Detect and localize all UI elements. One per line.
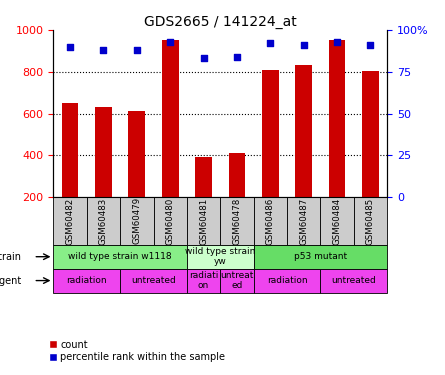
Point (134, 47, 141, 53)
Text: GSM60483: GSM60483 (99, 197, 108, 244)
Point (167, 39, 174, 45)
Text: wild type strain
yw: wild type strain yw (185, 247, 255, 266)
Bar (287, 197, 320, 245)
Text: GSM60487: GSM60487 (299, 197, 308, 244)
Bar (229, 153, 245, 197)
Bar (220, 268, 254, 292)
Bar (120, 268, 187, 292)
Bar (362, 71, 379, 197)
Bar (53, 245, 187, 268)
Point (367, 42, 374, 48)
Bar (295, 66, 312, 197)
Bar (53, 268, 120, 292)
Bar (320, 268, 387, 292)
Text: GSM60479: GSM60479 (132, 197, 142, 244)
Point (234, 54, 241, 60)
Text: GSM60478: GSM60478 (232, 197, 242, 244)
Point (267, 40, 274, 46)
Text: agent: agent (0, 276, 21, 286)
Bar (320, 197, 354, 245)
Bar (187, 197, 220, 245)
Bar (53, 197, 87, 245)
Point (67, 44, 74, 50)
Bar (354, 197, 387, 245)
Text: GSM60481: GSM60481 (199, 197, 208, 244)
Bar (87, 197, 120, 245)
Text: wild type strain w1118: wild type strain w1118 (69, 252, 172, 261)
Text: GSM60486: GSM60486 (266, 197, 275, 244)
Point (100, 47, 107, 53)
Point (200, 56, 207, 62)
Bar (254, 245, 387, 268)
Text: untreat
ed: untreat ed (220, 271, 254, 290)
Text: GSM60480: GSM60480 (166, 197, 175, 244)
Title: GDS2665 / 141224_at: GDS2665 / 141224_at (144, 15, 297, 29)
Bar (329, 40, 345, 197)
Bar (254, 268, 320, 292)
Text: radiation: radiation (267, 276, 307, 285)
Legend: count, percentile rank within the sample: count, percentile rank within the sample (45, 336, 229, 366)
Bar (120, 197, 154, 245)
Bar (187, 245, 254, 268)
Bar (220, 197, 254, 245)
Bar (154, 197, 187, 245)
Text: p53 mutant: p53 mutant (294, 252, 347, 261)
Bar (262, 70, 279, 197)
Text: untreated: untreated (332, 276, 376, 285)
Text: GSM60484: GSM60484 (332, 197, 342, 244)
Text: radiati
on: radiati on (189, 271, 218, 290)
Text: strain: strain (0, 252, 21, 262)
Bar (95, 107, 112, 197)
Bar (187, 268, 220, 292)
Point (334, 39, 341, 45)
Text: GSM60485: GSM60485 (366, 197, 375, 244)
Text: untreated: untreated (131, 276, 176, 285)
Bar (254, 197, 287, 245)
Bar (195, 158, 212, 197)
Bar (62, 103, 78, 197)
Bar (129, 111, 145, 197)
Text: radiation: radiation (66, 276, 107, 285)
Point (300, 42, 307, 48)
Bar (162, 40, 178, 197)
Text: GSM60482: GSM60482 (65, 197, 75, 244)
